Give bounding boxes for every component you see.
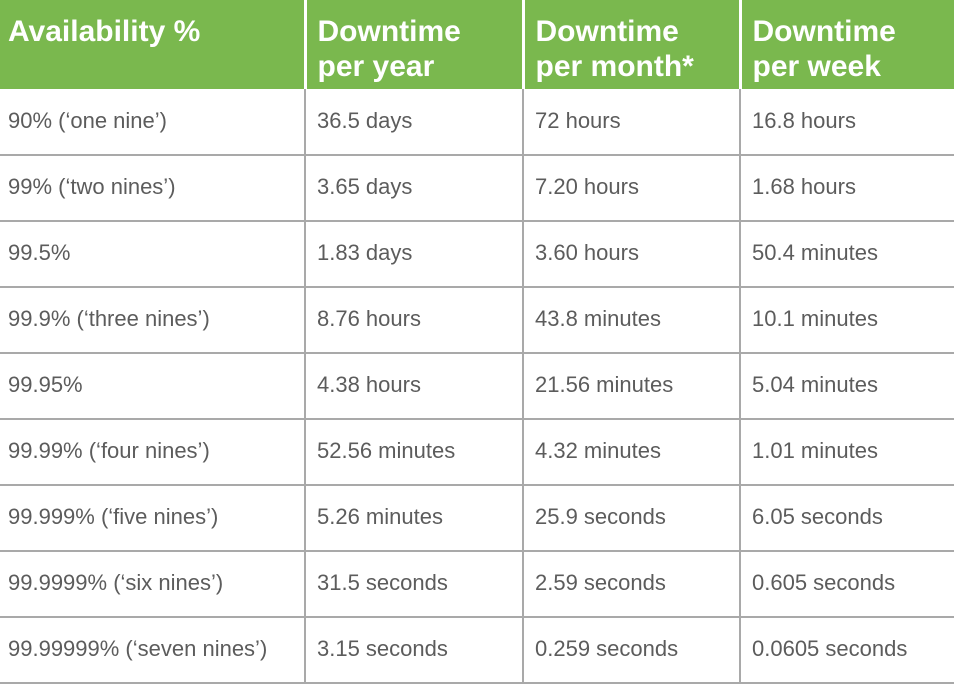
availability-cell: 99.99% (‘four nines’)	[0, 418, 305, 485]
header-availability: Availability %	[0, 0, 305, 89]
per-month-cell: 4.32 minutes	[522, 418, 740, 485]
header-downtime-per-week-line-1: Downtime	[752, 15, 896, 48]
availability-cell: 99.999% (‘five nines’)	[0, 484, 305, 551]
per-week-cell: 5.04 minutes	[739, 352, 954, 419]
per-year-cell: 1.83 days	[304, 220, 523, 287]
header-downtime-per-year-line-1: Downtime	[317, 15, 461, 48]
per-year-cell: 4.38 hours	[304, 352, 523, 419]
per-month-cell: 3.60 hours	[522, 220, 740, 287]
table-row: 99.9% (‘three nines’) 8.76 hours 43.8 mi…	[0, 286, 954, 353]
per-month-cell: 0.259 seconds	[522, 616, 740, 684]
per-month-cell: 2.59 seconds	[522, 550, 740, 617]
per-week-cell: 6.05 seconds	[739, 484, 954, 551]
per-week-cell: 16.8 hours	[739, 89, 954, 155]
table-row: 99.95% 4.38 hours 21.56 minutes 5.04 min…	[0, 352, 954, 419]
table-row: 99.99999% (‘seven nines’) 3.15 seconds 0…	[0, 616, 954, 684]
per-month-cell: 72 hours	[522, 89, 740, 155]
per-month-cell: 43.8 minutes	[522, 286, 740, 353]
table-row: 99% (‘two nines’) 3.65 days 7.20 hours 1…	[0, 154, 954, 221]
header-downtime-per-week-line-2: per week	[752, 50, 881, 83]
per-week-cell: 0.0605 seconds	[739, 616, 954, 684]
per-week-cell: 50.4 minutes	[739, 220, 954, 287]
per-year-cell: 8.76 hours	[304, 286, 523, 353]
header-downtime-per-month-line-1: Downtime	[535, 15, 679, 48]
per-year-cell: 52.56 minutes	[304, 418, 523, 485]
table-body: 90% (‘one nine’) 36.5 days 72 hours 16.8…	[0, 89, 954, 684]
availability-cell: 99.9999% (‘six nines’)	[0, 550, 305, 617]
table-header: Availability % Downtime per year Downtim…	[0, 0, 954, 89]
table-row: 99.9999% (‘six nines’) 31.5 seconds 2.59…	[0, 550, 954, 617]
per-month-cell: 25.9 seconds	[522, 484, 740, 551]
availability-cell: 99.5%	[0, 220, 305, 287]
table-row: 90% (‘one nine’) 36.5 days 72 hours 16.8…	[0, 89, 954, 155]
availability-cell: 90% (‘one nine’)	[8, 107, 167, 133]
per-year-cell: 3.15 seconds	[304, 616, 523, 684]
header-row: Availability % Downtime per year Downtim…	[0, 0, 954, 89]
header-downtime-per-week: Downtime per week	[738, 0, 954, 89]
header-downtime-per-year: Downtime per year	[303, 0, 523, 89]
availability-cell: 99.95%	[0, 352, 305, 419]
per-week-cell: 0.605 seconds	[739, 550, 954, 617]
availability-cell: 99.99999% (‘seven nines’)	[0, 616, 305, 684]
header-availability-line-1: Availability %	[8, 15, 201, 48]
per-week-cell: 1.01 minutes	[739, 418, 954, 485]
per-week-cell: 1.68 hours	[739, 154, 954, 221]
availability-cell: 99% (‘two nines’)	[0, 154, 305, 221]
per-year-cell: 5.26 minutes	[304, 484, 523, 551]
table-row: 99.99% (‘four nines’) 52.56 minutes 4.32…	[0, 418, 954, 485]
per-year-cell: 31.5 seconds	[304, 550, 523, 617]
table-row: 99.999% (‘five nines’) 5.26 minutes 25.9…	[0, 484, 954, 551]
header-downtime-per-month: Downtime per month*	[521, 0, 740, 89]
table-row: 99.5% 1.83 days 3.60 hours 50.4 minutes	[0, 220, 954, 287]
header-downtime-per-month-line-2: per month*	[535, 50, 694, 83]
availability-cell: 99.9% (‘three nines’)	[0, 286, 305, 353]
per-year-cell: 3.65 days	[304, 154, 523, 221]
header-downtime-per-year-line-2: per year	[317, 50, 435, 83]
per-year-cell: 36.5 days	[304, 89, 523, 155]
per-week-cell: 10.1 minutes	[739, 286, 954, 353]
per-month-cell: 21.56 minutes	[522, 352, 740, 419]
per-month-cell: 7.20 hours	[522, 154, 740, 221]
